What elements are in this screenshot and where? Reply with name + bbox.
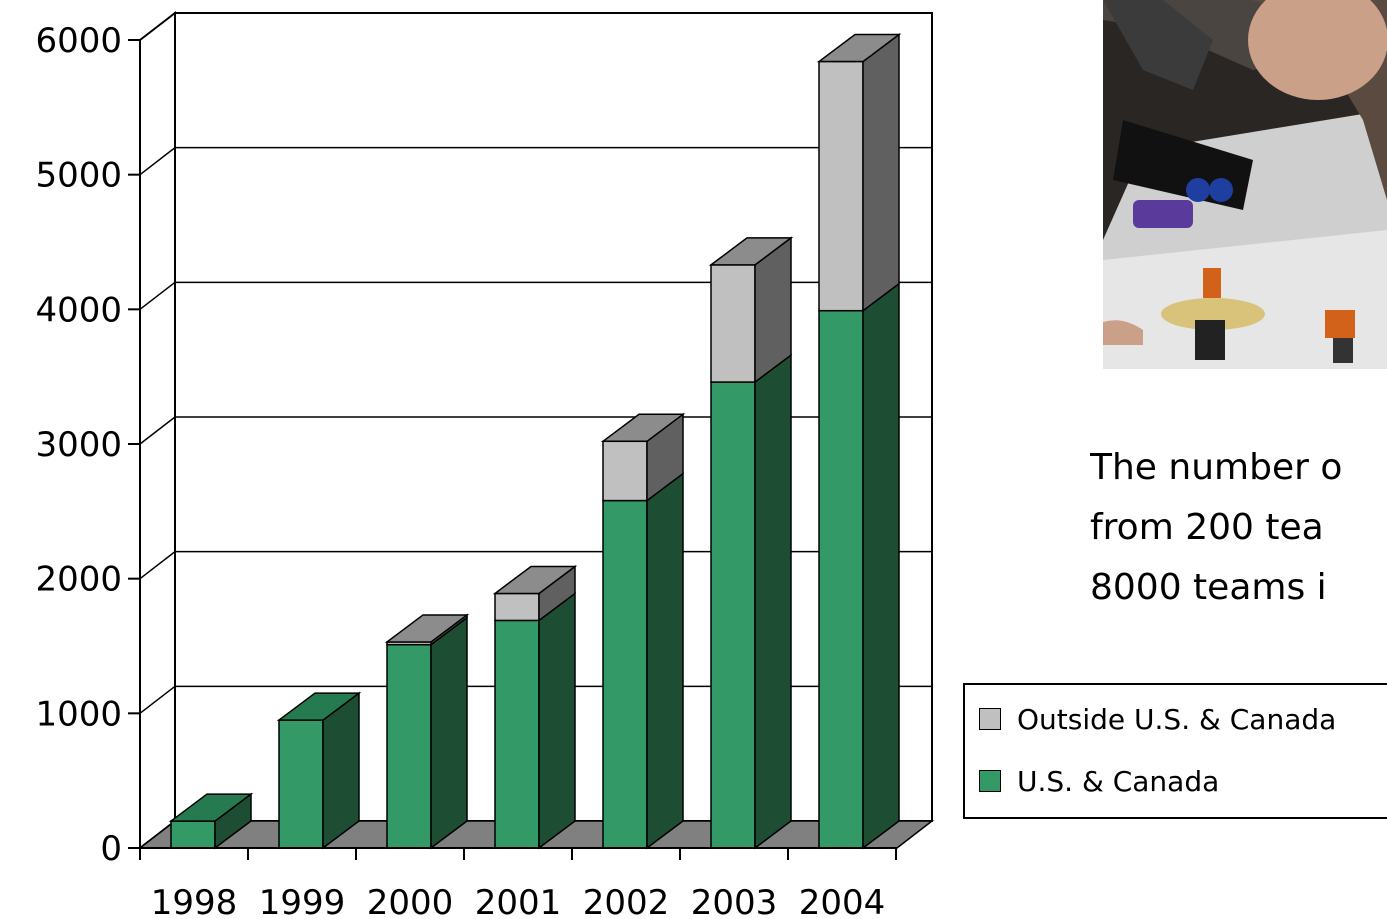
bar-us-canada-1998-top (168, 793, 254, 822)
y-tick-label: 0 (100, 829, 122, 869)
bars (168, 33, 902, 850)
legend-label-outside: Outside U.S. & Canada (1017, 702, 1337, 736)
bar-outside-2002 (600, 412, 686, 503)
bar-outside-2001-top (492, 565, 578, 595)
bar-us-canada-2004-side (862, 282, 900, 850)
caption-text: The number o from 200 tea 8000 teams i (1090, 438, 1387, 618)
bar-outside-2002-front (602, 440, 648, 502)
bar-us-canada-1998-front (170, 820, 216, 849)
bar-outside-2002-top (600, 413, 686, 443)
legend-item-outside: Outside U.S. & Canada (979, 699, 1336, 739)
x-tick-label: 1999 (259, 883, 346, 919)
y-tick-label: 5000 (35, 156, 122, 196)
bar-outside-2001-front (494, 592, 540, 622)
bar-us-canada-2002-side (646, 472, 684, 850)
bar-us-canada-2004-front (818, 309, 864, 849)
y-axis-ticks: 0 1000 2000 3000 4000 5000 6000 (35, 21, 140, 869)
y-tick-label: 2000 (35, 560, 122, 600)
x-tick-label: 2001 (475, 883, 562, 919)
legend-item-us-canada: U.S. & Canada (979, 761, 1219, 801)
bar-chart: 0 1000 2000 3000 4000 5000 6000 1998 1999 2000 20… (35, 10, 935, 919)
bar-us-canada-2000 (386, 616, 468, 850)
legend-label-us-canada: U.S. & Canada (1017, 764, 1220, 798)
y-tick-label: 4000 (35, 290, 122, 330)
bar-us-canada-1998 (168, 792, 254, 850)
y-tick-label: 3000 (35, 425, 122, 465)
bar-outside-2004 (816, 33, 902, 313)
bar-outside-2003-front (710, 264, 756, 383)
bar-us-canada-1999-top (276, 692, 362, 721)
bar-us-canada-2001-side (538, 591, 576, 850)
y-tick-label: 6000 (35, 21, 122, 61)
gridline (139, 281, 932, 310)
bar-us-canada-2002-front (602, 499, 648, 849)
bar-outside-2004-top (816, 33, 902, 63)
caption-line-3: 8000 teams i (1090, 567, 1327, 608)
bar-us-canada-2001-front (494, 619, 540, 849)
bar-us-canada-2003-side (754, 353, 792, 850)
x-tick-label: 2003 (691, 883, 778, 919)
bar-us-canada-2000-side (430, 616, 468, 850)
caption-line-1: The number o (1090, 447, 1343, 488)
y-tick-label: 1000 (35, 694, 122, 734)
legend-swatch-outside (979, 708, 1001, 730)
bar-outside-2003 (708, 236, 794, 384)
x-axis-ticks: 1998 1999 2000 2001 2002 2003 2004 (139, 848, 897, 919)
caption-line-2: from 200 tea (1090, 507, 1324, 548)
x-tick-label: 2004 (799, 883, 886, 919)
bar-outside-2000-top (384, 614, 470, 643)
bar-us-canada-2002 (602, 472, 684, 850)
x-tick-label: 1998 (151, 883, 238, 919)
bar-us-canada-2003-front (710, 381, 756, 849)
bar-us-canada-2001 (494, 591, 576, 850)
bar-outside-2001 (492, 564, 578, 622)
x-tick-label: 2002 (583, 883, 670, 919)
legend-swatch-us-canada (979, 770, 1001, 792)
bar-us-canada-2003 (710, 353, 792, 850)
gridline (139, 146, 932, 176)
bar-us-canada-2004 (818, 282, 900, 850)
bar-outside-2003-top (708, 237, 794, 266)
x-tick-label: 2000 (367, 883, 454, 919)
bar-us-canada-1999-front (278, 719, 324, 849)
bar-us-canada-2000-front (386, 643, 432, 849)
chart-legend: Outside U.S. & Canada U.S. & Canada (963, 683, 1387, 819)
robot-competition-photo (1103, 0, 1387, 369)
bar-outside-2004-front (818, 60, 864, 312)
bar-outside-2004-side (862, 33, 900, 313)
bar-outside-2000 (384, 613, 470, 647)
bar-us-canada-1999 (276, 691, 362, 850)
